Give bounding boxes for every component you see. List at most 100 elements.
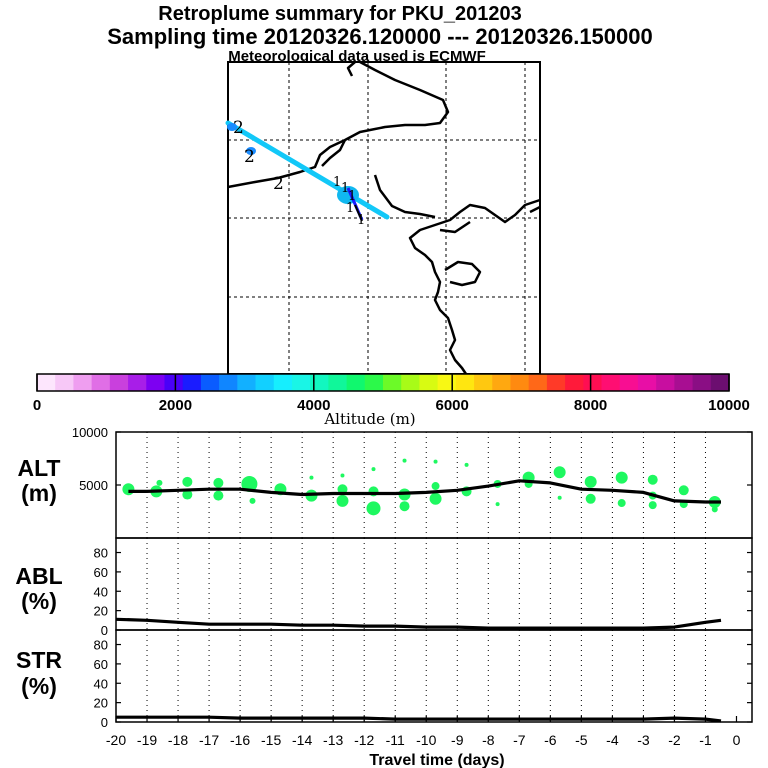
altitude-point bbox=[648, 501, 657, 510]
altitude-point bbox=[495, 502, 500, 507]
plume-label: 2 bbox=[273, 174, 284, 194]
colorbar-tick-label: 6000 bbox=[436, 397, 469, 414]
x-tick-label: -11 bbox=[386, 732, 405, 748]
x-tick-label: -19 bbox=[137, 732, 157, 748]
plume-label: 1 bbox=[341, 181, 349, 196]
x-axis: -20 -19 -18 -17 -16 -15 -14 -13 -12 -11 -10 -9 -8 -7-… bbox=[106, 716, 741, 748]
colorbar-tick-label: 0 bbox=[33, 397, 41, 414]
colorbar-cell bbox=[37, 374, 56, 391]
plume-dot bbox=[246, 147, 256, 155]
plume-track bbox=[225, 120, 390, 220]
colorbar-cell bbox=[546, 374, 566, 391]
colorbar-cell bbox=[219, 374, 238, 391]
colorbar-cell bbox=[109, 374, 129, 391]
altitude-point bbox=[182, 476, 193, 487]
colorbar-cell bbox=[383, 374, 402, 391]
panel-labels: ALT (m) ABL (%) STR (%) bbox=[15, 455, 62, 699]
x-tick-label: -15 bbox=[261, 732, 281, 748]
colorbar-cell bbox=[200, 374, 220, 391]
altitude-point bbox=[553, 466, 566, 479]
plume-label: 1 bbox=[357, 213, 365, 228]
x-tick-label: -13 bbox=[323, 732, 343, 748]
colorbar-cell bbox=[637, 374, 657, 391]
plume-label: 1 bbox=[348, 189, 356, 204]
y-tick-label: 60 bbox=[94, 657, 108, 672]
colorbar-cell bbox=[255, 374, 275, 391]
y-tick-label: 10000 bbox=[72, 425, 108, 440]
altitude-point bbox=[213, 477, 224, 488]
colorbar-tick-label: 10000 bbox=[708, 397, 750, 414]
altitude-point bbox=[182, 489, 193, 500]
sampling-time: Sampling time 20120326.120000 --- 201203… bbox=[107, 24, 653, 49]
altitude-point bbox=[402, 458, 407, 463]
colorbar-cell bbox=[710, 374, 730, 391]
colorbar-cell bbox=[492, 374, 512, 391]
colorbar-cell bbox=[55, 374, 75, 391]
colorbar-cell bbox=[528, 374, 548, 391]
panel-alt: 5000 10000 bbox=[72, 425, 753, 539]
panel-frame bbox=[115, 629, 753, 723]
met-data-note: Meteorological data used is ECMWF bbox=[228, 48, 486, 65]
colorbar-cell bbox=[310, 374, 329, 391]
colorbar-cell bbox=[364, 374, 384, 391]
plume-map: 2 2 2 1 1 1 1 1 bbox=[225, 60, 541, 375]
figure-title: Retroplume summary for PKU_201203 bbox=[158, 3, 521, 25]
plume-dot bbox=[227, 123, 237, 131]
colorbar-cell bbox=[674, 374, 694, 391]
y-tick-label: 5000 bbox=[79, 478, 108, 493]
colorbar-cell bbox=[91, 374, 111, 391]
altitude-point bbox=[371, 467, 376, 472]
colorbar-cell bbox=[583, 374, 603, 391]
x-tick-label: -9 bbox=[451, 732, 464, 748]
colorbar-tick-label: 8000 bbox=[574, 397, 607, 414]
altitude-point bbox=[122, 483, 135, 496]
series-line-str bbox=[116, 715, 722, 723]
altitude-point bbox=[464, 462, 469, 467]
altitude-point bbox=[336, 494, 349, 507]
colorbar-cell bbox=[692, 374, 712, 391]
colorbar-cell bbox=[437, 374, 457, 391]
y-tick-label: 0 bbox=[101, 623, 108, 638]
alt-label: ALT bbox=[17, 455, 60, 481]
colorbar-cell bbox=[273, 374, 293, 391]
y-tick-label: 80 bbox=[94, 546, 108, 561]
altitude-point bbox=[615, 471, 628, 484]
panel-str: 0 20 40 60 80 bbox=[94, 629, 753, 730]
y-tick-label: 40 bbox=[94, 676, 108, 691]
x-tick-label: -14 bbox=[292, 732, 312, 748]
colorbar-cell bbox=[510, 374, 530, 391]
altitude-point bbox=[213, 490, 224, 501]
str-label: STR bbox=[16, 647, 62, 673]
y-tick-label: 80 bbox=[94, 638, 108, 653]
colorbar-cell bbox=[601, 374, 621, 391]
colorbar-cell bbox=[128, 374, 147, 391]
panel-frame bbox=[115, 537, 753, 631]
colorbar-cell bbox=[565, 374, 584, 391]
plume-label: 2 bbox=[244, 147, 255, 167]
altitude-point bbox=[399, 501, 410, 512]
x-axis-label: Travel time (days) bbox=[369, 752, 504, 768]
x-tick-label: -20 bbox=[106, 732, 126, 748]
x-tick-label: -6 bbox=[544, 732, 557, 748]
altitude-point bbox=[557, 495, 562, 500]
x-tick-label: 0 bbox=[733, 732, 741, 748]
altitude-point bbox=[617, 499, 626, 508]
plume-label: 1 bbox=[346, 201, 354, 216]
altitude-point bbox=[647, 474, 658, 485]
panel-abl: 0 20 40 60 80 bbox=[94, 537, 753, 638]
colorbar-cell bbox=[619, 374, 639, 391]
x-tick-label: -7 bbox=[513, 732, 526, 748]
altitude-colorbar: 0 2000 4000 6000 8000 10000 Altitude (m) bbox=[33, 373, 750, 428]
colorbar-cell bbox=[146, 374, 166, 391]
colorbar-cell bbox=[291, 374, 311, 391]
altitude-point bbox=[585, 493, 596, 504]
colorbar-tick-label: 2000 bbox=[159, 397, 192, 414]
altitude-point bbox=[249, 497, 256, 504]
colorbar-label: Altitude (m) bbox=[323, 410, 415, 428]
x-tick-label: -16 bbox=[230, 732, 250, 748]
colorbar-cell bbox=[401, 374, 421, 391]
plume-label: 1 bbox=[333, 175, 341, 190]
x-tick-label: -4 bbox=[606, 732, 619, 748]
